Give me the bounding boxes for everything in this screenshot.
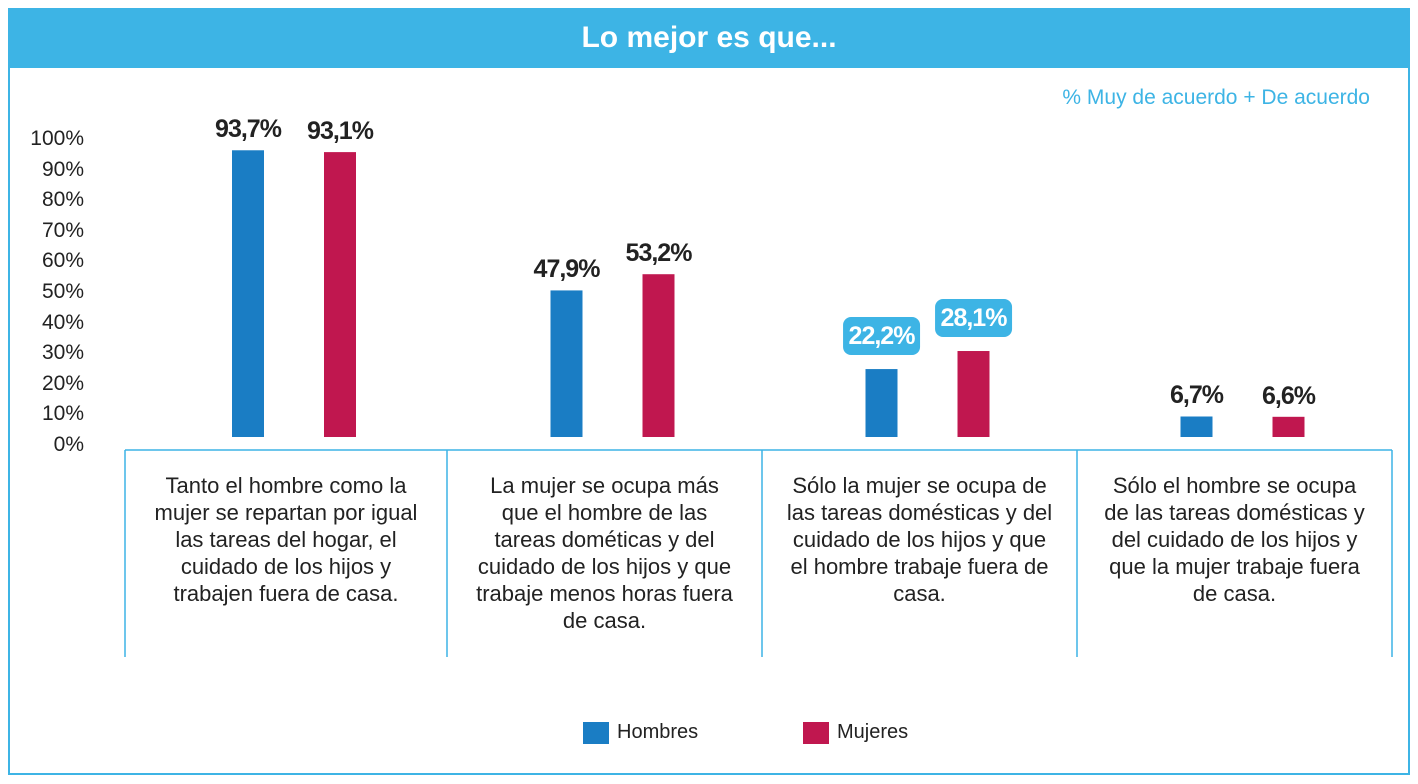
legend-swatch bbox=[803, 722, 829, 744]
y-tick-label: 80% bbox=[41, 188, 84, 212]
y-tick-label: 30% bbox=[41, 341, 84, 365]
value-label: 53,2% bbox=[625, 239, 693, 268]
x-tick-label: Tanto el hombre como la mujer se reparta… bbox=[154, 473, 418, 606]
chart-title: Lo mejor es que... bbox=[581, 21, 837, 54]
value-label: 22,2% bbox=[842, 317, 921, 356]
category-dividers bbox=[124, 450, 1393, 657]
value-label: 6,7% bbox=[1170, 381, 1224, 410]
bar bbox=[865, 369, 898, 437]
value-label: 28,1% bbox=[934, 299, 1013, 337]
x-tick-label: La mujer se ocupa más que el hombre de l… bbox=[476, 473, 733, 633]
bar bbox=[642, 274, 675, 437]
bar bbox=[1180, 416, 1213, 437]
bar bbox=[232, 150, 264, 437]
header-bar bbox=[8, 8, 1410, 68]
bar bbox=[550, 290, 583, 437]
legend-swatch bbox=[583, 722, 609, 744]
bar bbox=[1272, 416, 1305, 437]
y-tick-label: 90% bbox=[41, 157, 84, 181]
legend-label: Hombres bbox=[617, 721, 699, 743]
x-tick-label: Sólo la mujer se ocupa de las tareas dom… bbox=[786, 473, 1053, 606]
value-label: 47,9% bbox=[533, 255, 601, 284]
bar bbox=[957, 351, 990, 437]
value-label: 6,6% bbox=[1262, 381, 1316, 410]
value-label: 93,7% bbox=[215, 115, 282, 144]
y-tick-label: 40% bbox=[41, 310, 84, 334]
value-label: 93,1% bbox=[307, 117, 374, 146]
x-tick-label: Sólo el hombre se ocupa de las tareas do… bbox=[1104, 473, 1365, 606]
y-tick-label: 70% bbox=[41, 218, 84, 242]
y-tick-label: 100% bbox=[30, 127, 84, 150]
y-tick-label: 0% bbox=[53, 433, 84, 456]
bar bbox=[324, 152, 356, 437]
legend-label: Mujeres bbox=[837, 721, 909, 743]
y-tick-label: 10% bbox=[41, 402, 84, 426]
y-tick-label: 20% bbox=[41, 371, 84, 395]
subtitle: % Muy de acuerdo + De acuerdo bbox=[1062, 86, 1370, 109]
y-tick-label: 60% bbox=[41, 249, 84, 273]
y-tick-label: 50% bbox=[41, 280, 84, 303]
